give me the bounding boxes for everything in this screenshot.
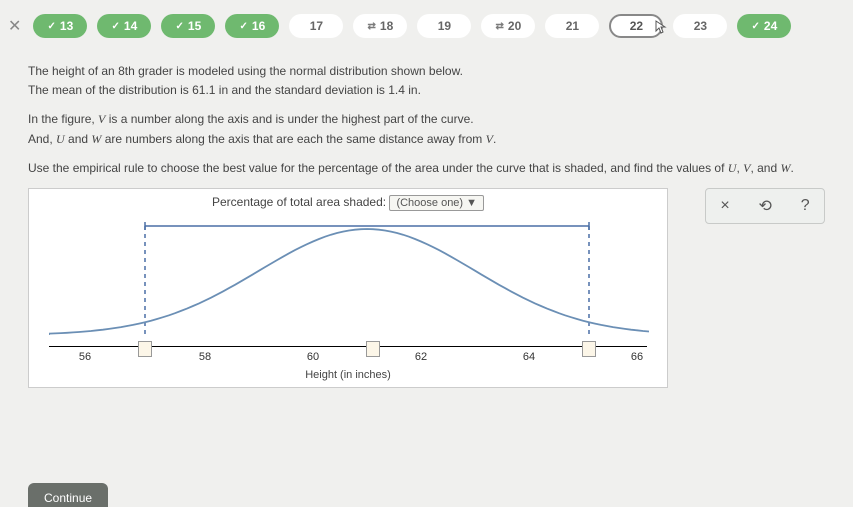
check-icon: ✓ (48, 21, 56, 32)
axis-input[interactable] (582, 341, 596, 357)
pill-number: 14 (124, 19, 137, 33)
progress-pill-13[interactable]: ✓ 13 (33, 14, 87, 38)
percentage-dropdown[interactable]: (Choose one) ▼ (389, 195, 484, 211)
q-line3-pre: Use the empirical rule to choose the bes… (28, 161, 728, 175)
q-line2b-pre: And, (28, 132, 56, 146)
check-icon: ✓ (752, 21, 760, 32)
figure-area: Percentage of total area shaded: (Choose… (28, 188, 825, 388)
q-line1a: The height of an 8th grader is modeled u… (28, 64, 463, 78)
axis-tick: 60 (307, 351, 319, 363)
progress-pill-24[interactable]: ✓ 24 (737, 14, 791, 38)
q-sd: 1.4 (388, 83, 405, 97)
q-u: U (56, 132, 65, 146)
axis-tick: 64 (523, 351, 535, 363)
back-icon[interactable]: ✕ (4, 16, 25, 36)
check-icon: ✓ (176, 21, 184, 32)
axis-tick: 58 (199, 351, 211, 363)
axis-tick: 56 (79, 351, 91, 363)
q-mean: 61.1 (192, 83, 215, 97)
progress-pill-17[interactable]: 17 (289, 14, 343, 38)
q-line2a-post: is a number along the axis and is under … (105, 112, 473, 126)
question-text: The height of an 8th grader is modeled u… (0, 52, 853, 178)
pill-number: 18 (380, 19, 393, 33)
q-line1b-mid: in and the standard deviation is (215, 83, 388, 97)
continue-button[interactable]: Continue (28, 483, 108, 507)
axis-label: Height (in inches) (29, 369, 667, 381)
half-icon: ⇄ (368, 21, 376, 32)
progress-pill-23[interactable]: 23 (673, 14, 727, 38)
progress-pill-18[interactable]: ⇄ 18 (353, 14, 407, 38)
progress-pill-14[interactable]: ✓ 14 (97, 14, 151, 38)
axis-tick: 66 (631, 351, 643, 363)
q-w2: W (781, 161, 791, 175)
q-line2b-end: . (493, 132, 496, 146)
pill-number: 13 (60, 19, 73, 33)
axis-input[interactable] (366, 341, 380, 357)
progress-pill-22[interactable]: 22 (609, 14, 663, 38)
q-line1b-post: in. (405, 83, 421, 97)
progress-pill-19[interactable]: 19 (417, 14, 471, 38)
normal-curve (49, 217, 649, 337)
pill-number: 19 (438, 19, 451, 33)
pill-number: 23 (694, 19, 707, 33)
check-icon: ✓ (240, 21, 248, 32)
pill-number: 22 (630, 19, 643, 33)
q-line1b-pre: The mean of the distribution is (28, 83, 192, 97)
pill-number: 17 (310, 19, 323, 33)
pill-number: 16 (252, 19, 265, 33)
progress-pill-21[interactable]: 21 (545, 14, 599, 38)
pill-number: 21 (566, 19, 579, 33)
help-icon[interactable]: ? (801, 197, 810, 215)
close-icon[interactable]: × (720, 197, 729, 215)
chart-panel: Percentage of total area shaded: (Choose… (28, 188, 668, 388)
q-line2b-mid: and (65, 132, 92, 146)
toolbox: × ⟲ ? (705, 188, 825, 224)
progress-bar: ✕ ✓ 13 ✓ 14 ✓ 15 ✓ 16 17 ⇄ 18 19 ⇄ 20 21 22 23 ✓ 24 (0, 0, 853, 52)
progress-pill-15[interactable]: ✓ 15 (161, 14, 215, 38)
q-v2: V (486, 132, 493, 146)
progress-pill-16[interactable]: ✓ 16 (225, 14, 279, 38)
half-icon: ⇄ (496, 21, 504, 32)
q-line2b-post: are numbers along the axis that are each… (101, 132, 485, 146)
reset-icon[interactable]: ⟲ (759, 196, 772, 216)
cursor-icon (655, 20, 667, 34)
q-line2a-pre: In the figure, (28, 112, 98, 126)
pill-number: 24 (764, 19, 777, 33)
progress-pill-20[interactable]: ⇄ 20 (481, 14, 535, 38)
axis-tick: 62 (415, 351, 427, 363)
axis-input[interactable] (138, 341, 152, 357)
check-icon: ✓ (112, 21, 120, 32)
chart-title: Percentage of total area shaded: (Choose… (29, 195, 667, 211)
pill-number: 15 (188, 19, 201, 33)
pill-number: 20 (508, 19, 521, 33)
q-w: W (91, 132, 101, 146)
